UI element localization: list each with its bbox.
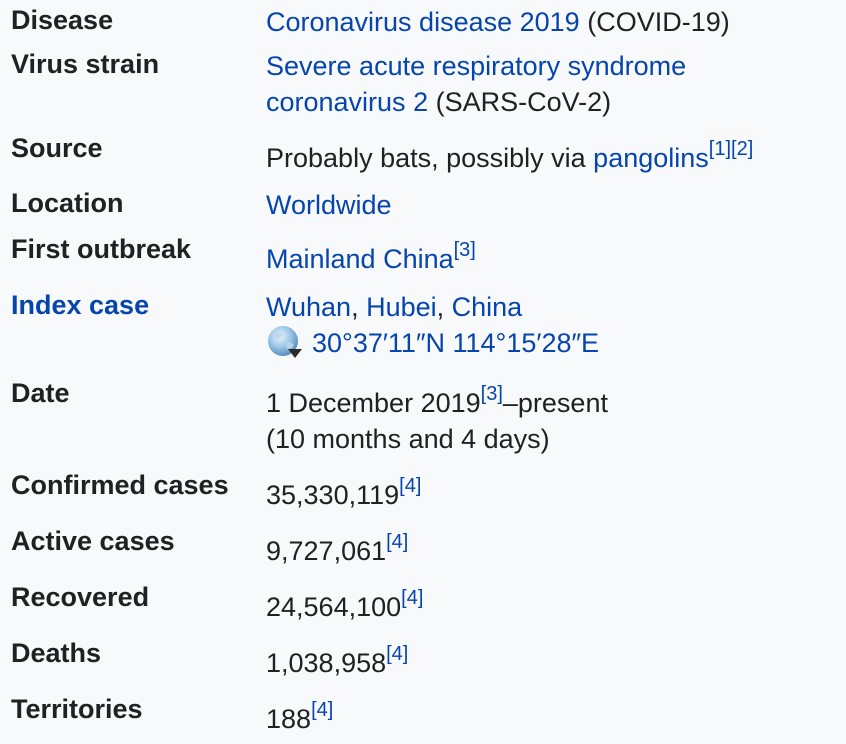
ref-4[interactable]: [4] (401, 587, 424, 609)
value-disease: Coronavirus disease 2019 (COVID-19) (266, 4, 730, 40)
label-disease: Disease (11, 5, 114, 35)
link-sars-line1[interactable]: Severe acute respiratory syndrome (266, 51, 687, 81)
ref-4[interactable]: [4] (386, 531, 409, 553)
label-deaths: Deaths (11, 638, 102, 668)
territories-count: 188 (266, 704, 312, 734)
label-active-cases: Active cases (11, 526, 175, 556)
date-duration: (10 months and 4 days) (266, 424, 550, 454)
value-location: Worldwide (266, 187, 392, 223)
confirmed-count: 35,330,119 (266, 480, 400, 510)
value-active-cases: 9,727,061[4] (266, 531, 409, 569)
link-sars-line2[interactable]: coronavirus 2 (266, 87, 429, 117)
label-date: Date (11, 378, 70, 408)
link-mainland-china[interactable]: Mainland China (266, 244, 454, 274)
value-deaths: 1,038,958[4] (266, 643, 409, 681)
source-text: Probably bats, possibly via (266, 143, 594, 173)
value-index-case: Wuhan, Hubei, China 30°37′11″N 114°15′2 (266, 289, 599, 361)
value-date: 1 December 2019[3]–present (10 months an… (266, 383, 608, 457)
label-source: Source (11, 133, 103, 163)
active-count: 9,727,061 (266, 536, 387, 566)
label-recovered: Recovered (11, 582, 150, 612)
globe-icon[interactable] (266, 325, 304, 361)
separator: , (436, 292, 452, 322)
label-index-case[interactable]: Index case (11, 290, 150, 320)
ref-3[interactable]: [3] (453, 239, 476, 261)
value-source: Probably bats, possibly via pangolins[1]… (266, 138, 754, 176)
ref-3[interactable]: [3] (480, 383, 503, 405)
value-recovered: 24,564,100[4] (266, 587, 424, 625)
ref-4[interactable]: [4] (386, 643, 409, 665)
link-wuhan[interactable]: Wuhan (266, 292, 352, 322)
ref-2[interactable]: [2] (731, 138, 754, 160)
ref-4[interactable]: [4] (311, 699, 334, 721)
deaths-count: 1,038,958 (266, 648, 387, 678)
value-territories: 188[4] (266, 699, 334, 737)
link-worldwide[interactable]: Worldwide (266, 190, 392, 220)
link-coronavirus-disease-2019[interactable]: Coronavirus disease 2019 (266, 7, 580, 37)
link-china[interactable]: China (451, 292, 523, 322)
recovered-count: 24,564,100 (266, 592, 402, 622)
label-location: Location (11, 188, 124, 218)
disease-abbrev: (COVID-19) (579, 7, 730, 37)
virus-abbrev: (SARS-CoV-2) (428, 87, 612, 117)
value-confirmed-cases: 35,330,119[4] (266, 475, 422, 513)
link-pangolins[interactable]: pangolins (593, 143, 709, 173)
date-suffix: –present (502, 388, 608, 418)
label-first-outbreak: First outbreak (11, 234, 192, 264)
value-first-outbreak: Mainland China[3] (266, 239, 476, 277)
label-virus-strain: Virus strain (11, 49, 160, 79)
value-virus-strain: Severe acute respiratory syndrome corona… (266, 48, 686, 120)
link-hubei[interactable]: Hubei (366, 292, 437, 322)
label-territories: Territories (11, 694, 143, 724)
date-start: 1 December 2019 (266, 388, 481, 418)
ref-4[interactable]: [4] (399, 475, 422, 497)
label-confirmed-cases: Confirmed cases (11, 470, 229, 500)
separator: , (351, 292, 367, 322)
ref-1[interactable]: [1] (708, 138, 732, 160)
link-coordinates[interactable]: 30°37′11″N 114°15′28″E (312, 328, 600, 358)
